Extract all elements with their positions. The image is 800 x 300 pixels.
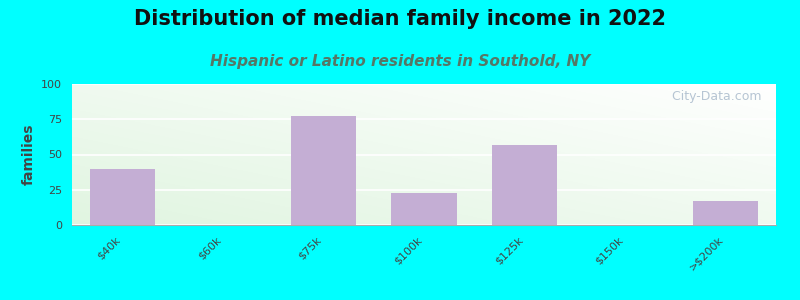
Bar [290,116,356,225]
Bar [391,193,457,225]
Text: Distribution of median family income in 2022: Distribution of median family income in … [134,9,666,29]
Bar [492,145,558,225]
Y-axis label: families: families [22,124,36,185]
Text: Hispanic or Latino residents in Southold, NY: Hispanic or Latino residents in Southold… [210,54,590,69]
Bar [693,201,758,225]
Bar [90,169,155,225]
Text: City-Data.com: City-Data.com [665,90,762,103]
